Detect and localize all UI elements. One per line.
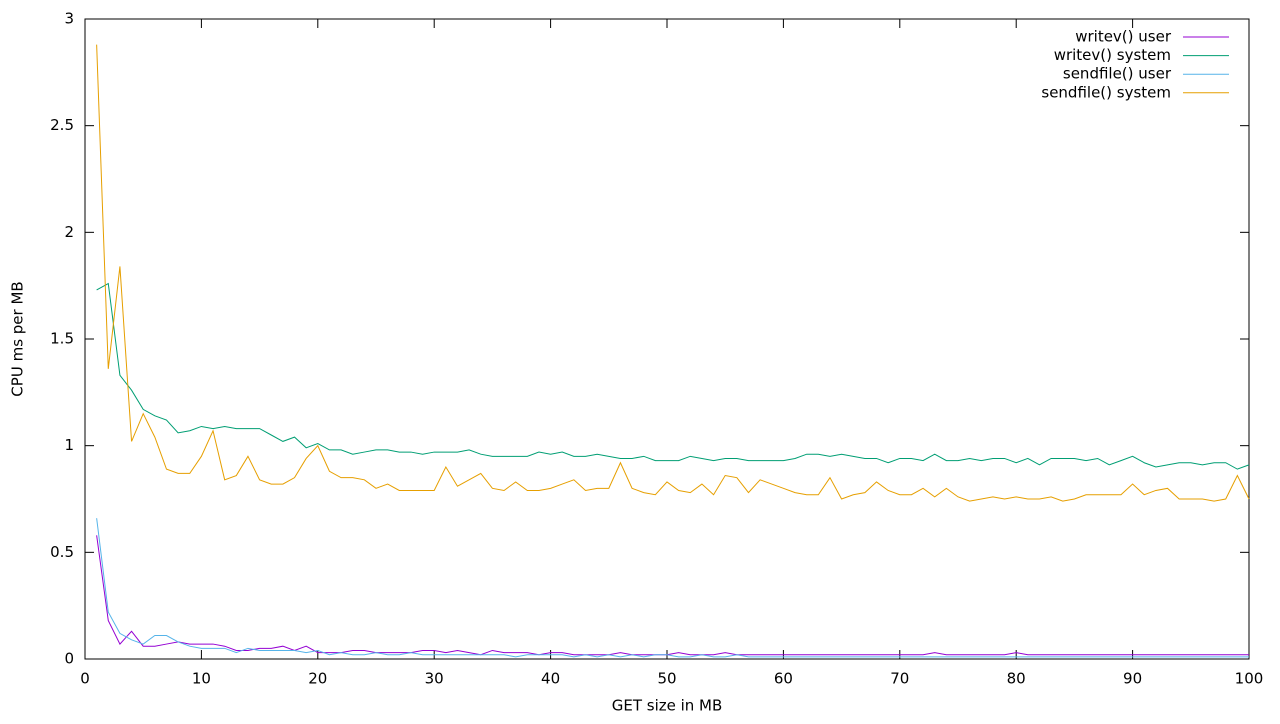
y-tick-label: 3 [64,10,74,28]
y-tick-label: 2.5 [50,116,74,134]
y-tick-label: 1.5 [50,330,74,348]
x-tick-label: 0 [80,670,90,688]
x-tick-label: 70 [890,670,909,688]
series-line [96,535,1249,656]
x-tick-label: 60 [774,670,793,688]
x-tick-label: 10 [192,670,211,688]
legend-label: writev() user [1075,28,1172,46]
plot-frame [84,18,1250,660]
x-tick-label: 50 [657,670,676,688]
y-tick-label: 0 [64,650,74,668]
legend-label: writev() system [1054,46,1171,64]
y-axis-label: CPU ms per MB [9,281,27,396]
series-line [96,518,1249,658]
legend-label: sendfile() user [1063,65,1172,83]
x-tick-label: 90 [1123,670,1142,688]
x-tick-label: 20 [308,670,327,688]
series-line [96,44,1250,502]
y-tick-label: 1 [64,436,74,454]
series-line [96,282,1250,470]
x-tick-label: 100 [1235,670,1264,688]
y-tick-label: 0.5 [50,543,74,561]
x-tick-label: 30 [425,670,444,688]
x-tick-label: 40 [541,670,560,688]
legend-label: sendfile() system [1041,83,1171,101]
x-tick-label: 80 [1007,670,1026,688]
x-axis-label: GET size in MB [612,697,723,715]
y-tick-label: 2 [64,223,74,241]
